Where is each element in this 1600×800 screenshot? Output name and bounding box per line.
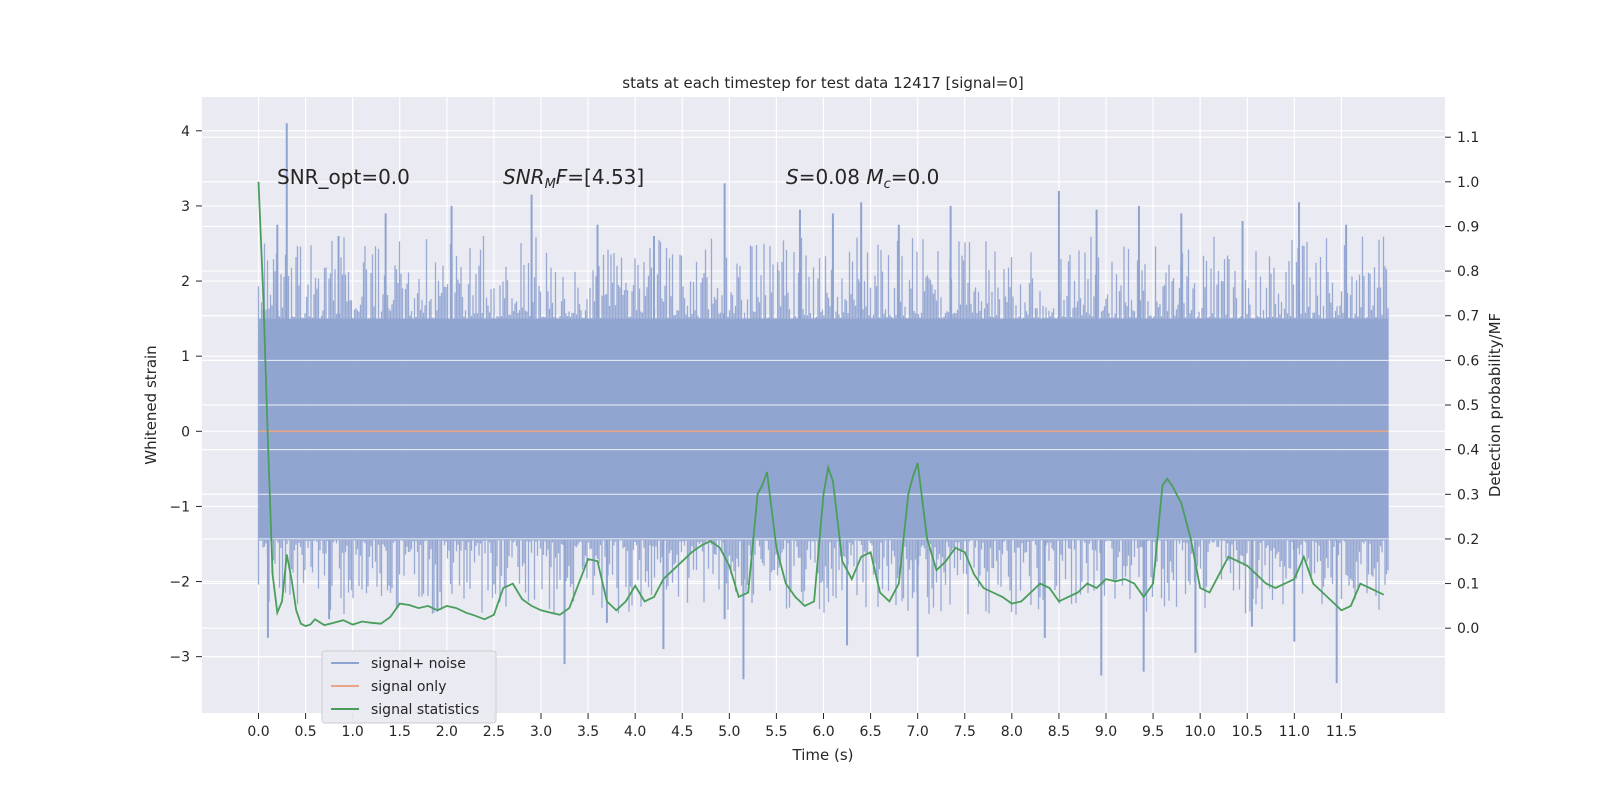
x-axis-label: Time (s) (792, 746, 854, 764)
chart-title: stats at each timestep for test data 124… (622, 74, 1023, 92)
y-left-tick-label-6: 3 (181, 199, 190, 215)
y-left-tick-label-7: 4 (181, 124, 190, 140)
x-tick-label-9: 4.5 (671, 724, 693, 740)
y-left-tick-label-1: −2 (169, 575, 190, 591)
y-right-tick-label-4: 0.4 (1457, 443, 1479, 459)
y-right-tick-label-0: 0.0 (1457, 621, 1479, 637)
y-left-tick-label-3: 0 (181, 424, 190, 440)
y-right-tick-label-3: 0.3 (1457, 487, 1479, 503)
x-tick-label-5: 2.5 (483, 724, 505, 740)
y-right-tick-label-8: 0.8 (1457, 264, 1479, 280)
x-tick-label-16: 8.0 (1001, 724, 1023, 740)
x-tick-label-7: 3.5 (577, 724, 599, 740)
x-tick-label-13: 6.5 (859, 724, 881, 740)
legend-label-signal-only: signal only (371, 679, 446, 695)
y-right-tick-label-5: 0.5 (1457, 398, 1479, 414)
x-tick-label-19: 9.5 (1142, 724, 1164, 740)
y-right-tick-label-9: 0.9 (1457, 219, 1479, 235)
y-right-tick-label-7: 0.7 (1457, 309, 1479, 325)
signal-statistics-line (257, 181, 1385, 627)
series-signal-noise (257, 123, 1389, 683)
annotation-snr-opt: SNR_opt=0.0 (277, 165, 410, 189)
x-axis-ticks: 0.0 0.5 1.0 1.5 2.0 2.5 3.0 3.5 4.0 4.5 5.0 5.5 6.0 6… (247, 713, 1357, 740)
x-tick-label-18: 9.0 (1095, 724, 1117, 740)
x-tick-label-4: 2.0 (436, 724, 458, 740)
y-right-axis-label: Detection probability/MF (1486, 313, 1504, 497)
legend-label-signal-noise: signal+ noise (371, 656, 466, 672)
x-tick-label-8: 4.0 (624, 724, 646, 740)
y-left-axis-ticks: −3 −2 −1 0 1 2 3 4 (169, 124, 202, 666)
y-left-axis-label: Whitened strain (142, 345, 160, 464)
x-tick-label-3: 1.5 (389, 724, 411, 740)
y-right-tick-label-10: 1.0 (1457, 175, 1479, 191)
y-right-tick-label-6: 0.6 (1457, 353, 1479, 369)
x-tick-label-14: 7.0 (907, 724, 929, 740)
x-tick-label-21: 10.5 (1232, 724, 1263, 740)
legend-label-signal-statistics: signal statistics (371, 702, 479, 718)
legend: signal+ noise signal only signal statist… (321, 650, 497, 724)
x-tick-label-1: 0.5 (294, 724, 316, 740)
y-right-tick-label-2: 0.2 (1457, 532, 1479, 548)
x-tick-label-15: 7.5 (954, 724, 976, 740)
x-tick-label-10: 5.0 (718, 724, 740, 740)
x-tick-label-12: 6.0 (812, 724, 834, 740)
noise-texture (257, 236, 1389, 615)
y-right-tick-label-1: 0.1 (1457, 577, 1479, 593)
legend-box (321, 650, 497, 724)
y-right-axis-ticks: 0.0 0.1 0.2 0.3 0.4 0.5 0.6 0.7 0.8 0.9 1.0 1.1 (1445, 130, 1479, 637)
x-tick-label-17: 8.5 (1048, 724, 1070, 740)
x-tick-label-6: 3.0 (530, 724, 552, 740)
y-left-tick-label-2: −1 (169, 499, 190, 515)
x-tick-label-20: 10.0 (1185, 724, 1216, 740)
x-tick-label-22: 11.0 (1279, 724, 1310, 740)
annotation-snr-mf: SNRMF=[4.53] (503, 165, 644, 192)
x-tick-label-23: 11.5 (1326, 724, 1357, 740)
y-left-tick-label-5: 2 (181, 274, 190, 290)
annotation-s-mc: S=0.08 Mc=0.0 (786, 165, 939, 192)
y-right-tick-label-11: 1.1 (1457, 130, 1479, 146)
y-left-tick-label-0: −3 (169, 650, 190, 666)
y-left-tick-label-4: 1 (181, 349, 190, 365)
x-tick-label-0: 0.0 (247, 724, 269, 740)
series-signal-statistics (257, 181, 1385, 627)
x-tick-label-11: 5.5 (765, 724, 787, 740)
x-tick-label-2: 1.0 (342, 724, 364, 740)
